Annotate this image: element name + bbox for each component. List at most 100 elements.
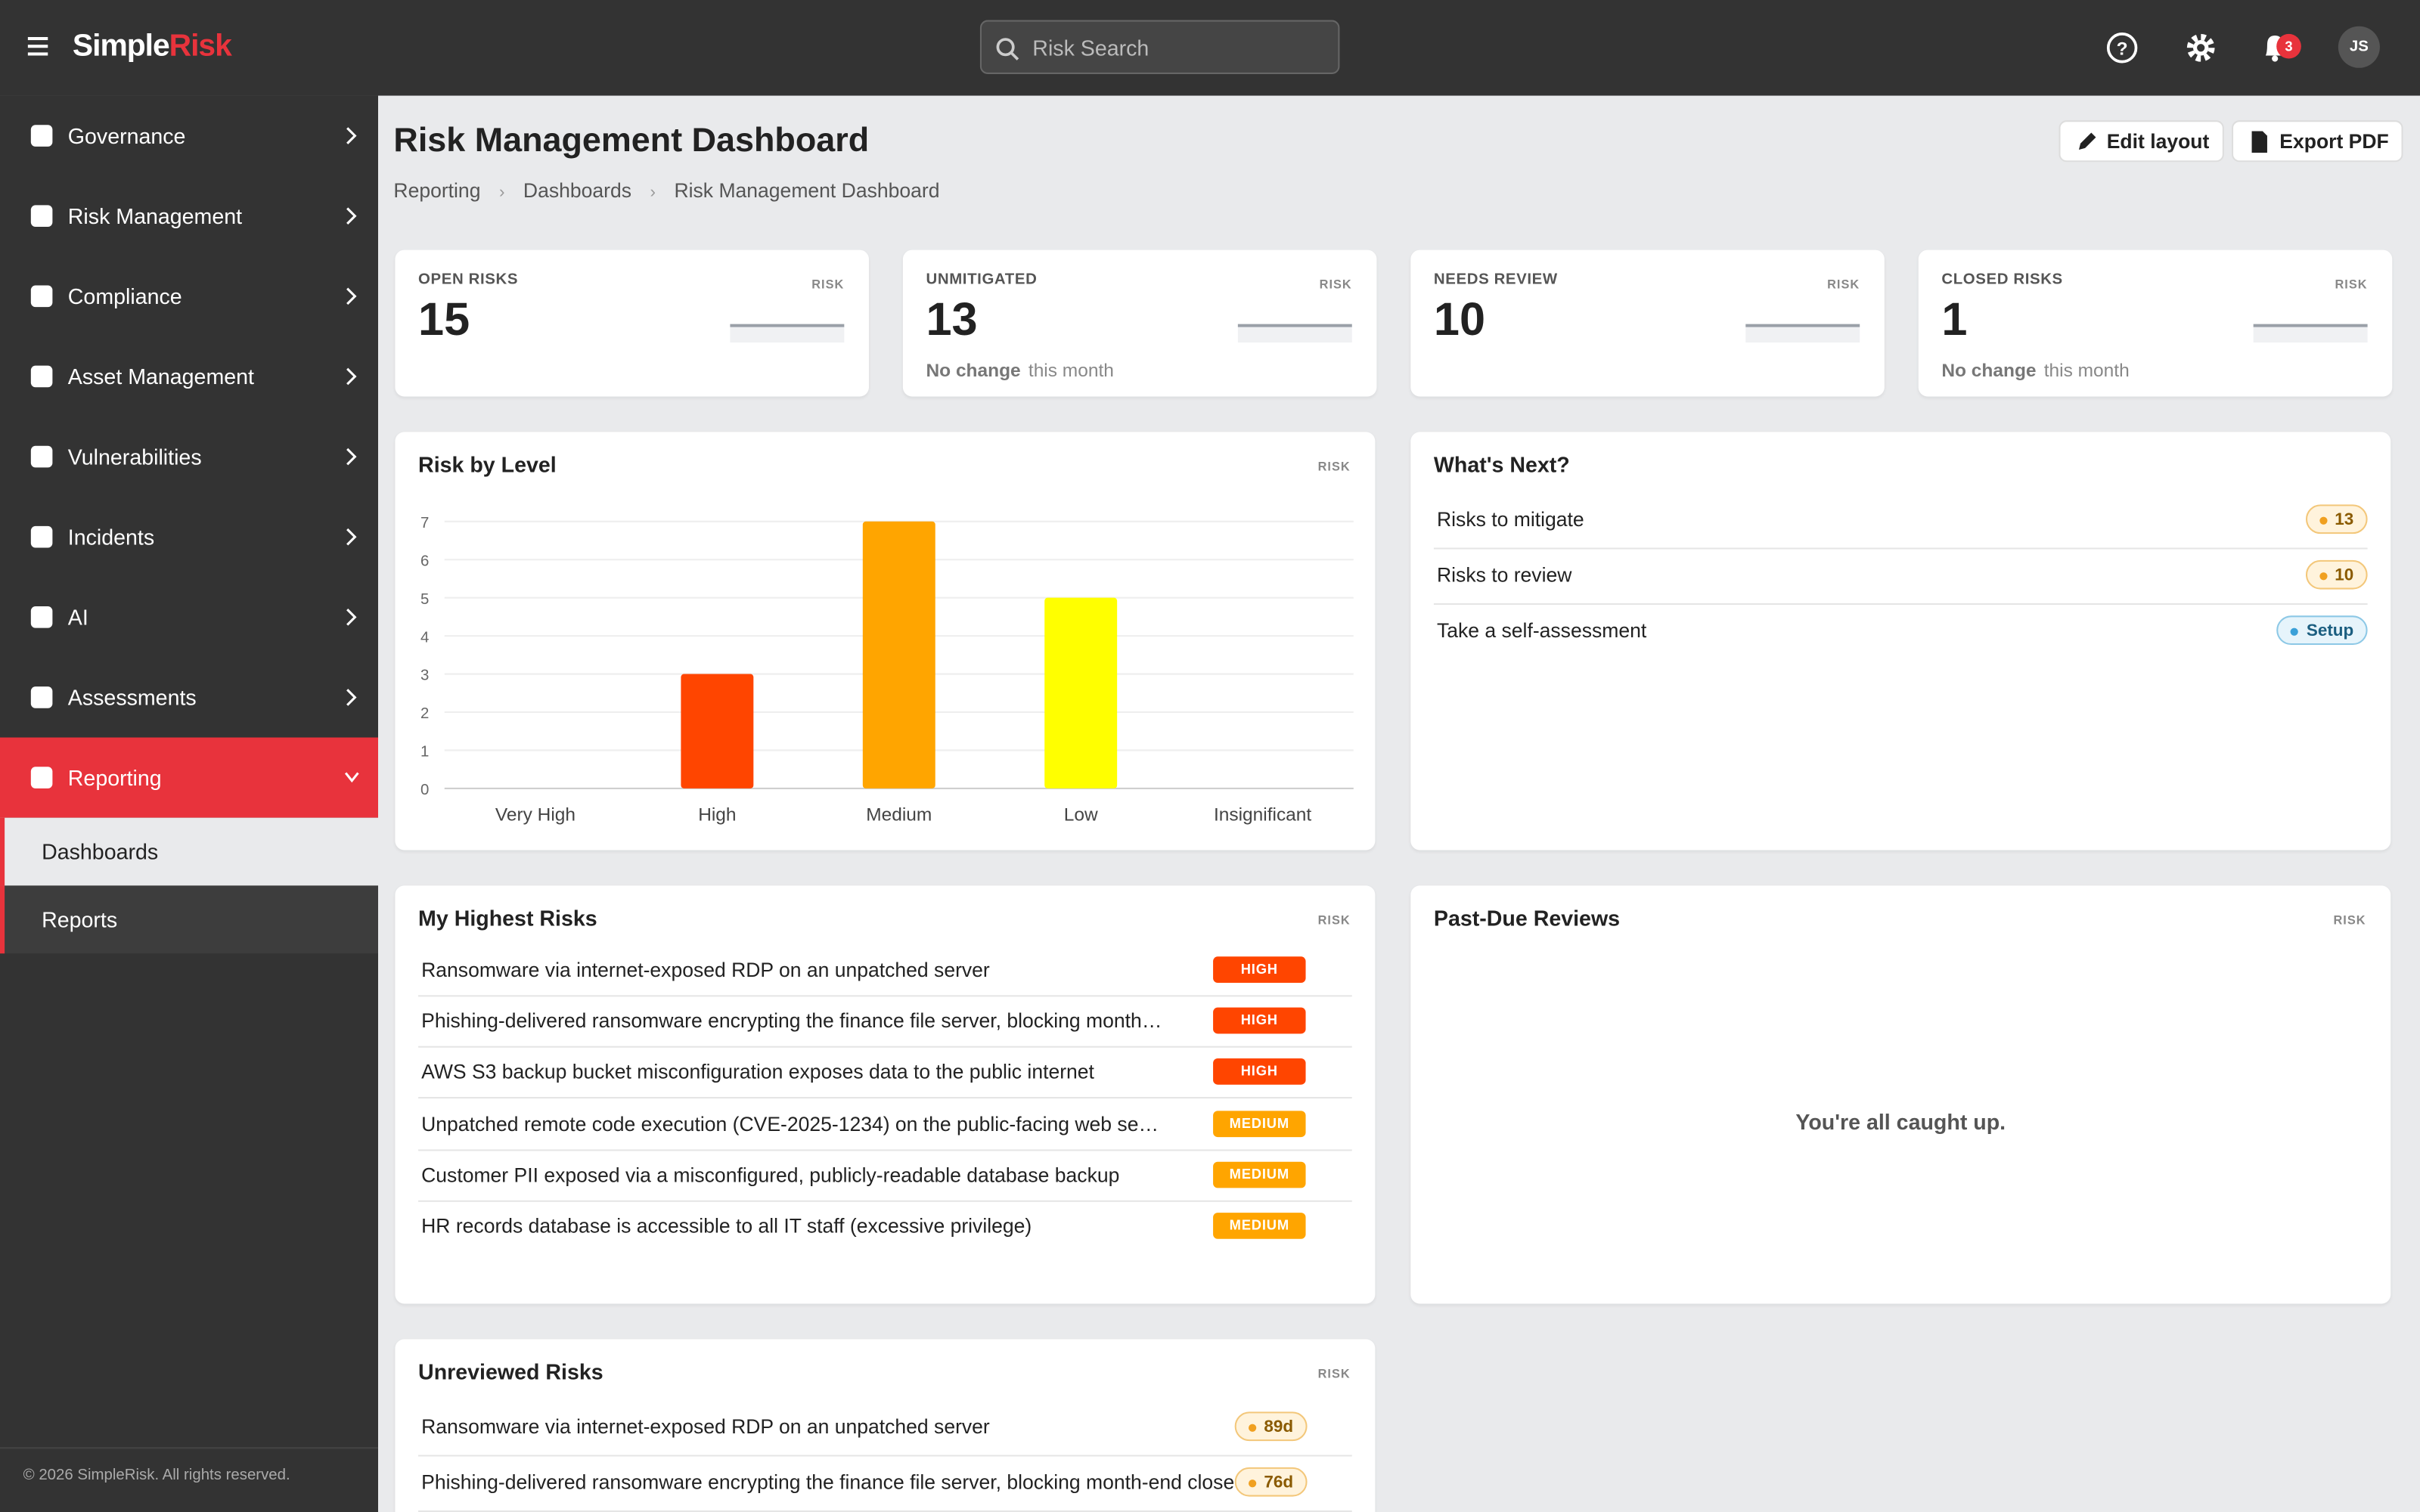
avatar[interactable]: JS [2338, 26, 2380, 68]
nav-label: Reporting [67, 765, 162, 790]
stat-card: CLOSED RISKS RISK 1 No change this month [1918, 249, 2393, 397]
sub-nav-item[interactable]: Reports [0, 885, 378, 954]
sparkline [730, 324, 845, 343]
sparkline-area [1237, 325, 1352, 343]
stat-value: 10 [1433, 294, 1486, 346]
risk-row[interactable]: AWS S3 backup bucket misconfiguration ex… [418, 1046, 1352, 1099]
breadcrumb[interactable]: Reporting [393, 178, 481, 203]
help-icon[interactable]: ? [2105, 31, 2139, 65]
x-tick-label: High [698, 805, 736, 826]
nav-label: Asset Management [67, 364, 254, 389]
chevron [346, 367, 357, 386]
next-label: Risks to mitigate [1436, 507, 1584, 531]
risk-row[interactable]: Ransomware via internet-exposed RDP on a… [418, 944, 1352, 997]
stat-value: 13 [926, 294, 978, 346]
risk-level: HIGH [1213, 1058, 1306, 1086]
nav-item[interactable]: Governance [0, 96, 378, 176]
icon-shape [30, 285, 53, 308]
card-tag: RISK [1317, 913, 1351, 928]
chevron-shape [346, 127, 357, 144]
risk-row[interactable]: Phishing-delivered ransomware encrypting… [418, 1455, 1352, 1512]
card-tag: RISK [2333, 913, 2366, 928]
empty-message: You're all caught up. [1795, 1109, 2006, 1134]
chevron [346, 287, 357, 305]
bar [681, 674, 754, 789]
chevron-shape [346, 367, 357, 386]
search-box[interactable]: Risk Search [979, 20, 1340, 74]
unreviewed-card: Unreviewed Risks RISK Ransomware via int… [395, 1339, 1376, 1512]
past-due-card: Past-Due Reviews RISK You're all caught … [1410, 885, 2391, 1304]
search-icon [996, 38, 1019, 60]
risk-name: Phishing-delivered ransomware encrypting… [421, 1009, 1162, 1033]
card-tag: RISK [1317, 460, 1351, 474]
nav-label: Incidents [67, 524, 155, 550]
nav-icon [30, 445, 53, 468]
risk-row[interactable]: Ransomware via internet-exposed RDP on a… [418, 1399, 1352, 1457]
nav-item[interactable]: Asset Management [0, 336, 378, 417]
nav-item[interactable]: Assessments [0, 657, 378, 737]
next-row[interactable]: Take a self-assessment Setup [1434, 603, 2368, 658]
y-tick-label: 7 [420, 515, 429, 531]
chevron [346, 528, 357, 546]
nav-item[interactable]: Vulnerabilities [0, 417, 378, 497]
breadcrumb: Risk Management Dashboard [674, 178, 940, 203]
nav-item[interactable]: Reporting [0, 737, 378, 818]
icon-shape [30, 525, 53, 548]
y-tick-label: 0 [420, 782, 429, 798]
risk-name: Customer PII exposed via a misconfigured… [421, 1163, 1120, 1186]
edit-layout-button[interactable]: Edit layout [2059, 120, 2224, 163]
nav-item[interactable]: AI [0, 577, 378, 657]
risk-row[interactable]: Phishing-delivered ransomware encrypting… [418, 996, 1352, 1049]
settings-icon[interactable] [2184, 31, 2218, 65]
nav-icon [30, 205, 53, 227]
nav-icon [30, 125, 53, 147]
nav-item[interactable]: Risk Management [0, 176, 378, 256]
risk-row[interactable]: Customer PII exposed via a misconfigured… [418, 1149, 1352, 1202]
nav-item[interactable]: Incidents [0, 497, 378, 577]
chart: 0 1 2 3 4 5 6 7 Very High High Medium Low Insignific… [420, 515, 1354, 826]
chevron-shape [346, 689, 357, 706]
risk-name: Phishing-delivered ransomware encrypting… [421, 1470, 1235, 1494]
risk-name: HR records database is accessible to all… [421, 1214, 1032, 1238]
stat-value: 15 [418, 294, 470, 346]
breadcrumb[interactable]: Dashboards [523, 178, 632, 203]
icon-shape [30, 205, 53, 227]
risk-level: HIGH [1213, 1008, 1306, 1034]
next-row[interactable]: Risks to mitigate 13 [1433, 492, 2368, 550]
bar [862, 521, 935, 789]
risk-age: 76d [1234, 1467, 1308, 1497]
sub-nav-item[interactable]: Dashboards [0, 817, 378, 886]
nav-item[interactable]: Compliance [0, 256, 378, 336]
change-period: this month [2043, 359, 2130, 382]
stat-value: 1 [1941, 294, 1968, 346]
menu-icon[interactable] [27, 36, 50, 57]
risk-name: AWS S3 backup bucket misconfiguration ex… [421, 1060, 1094, 1084]
logo-text: Simple [72, 29, 170, 64]
export-pdf-button[interactable]: Export PDF [2232, 120, 2403, 163]
stat-tag: RISK [811, 277, 845, 292]
risk-row[interactable]: Unpatched remote code execution (CVE-202… [418, 1098, 1352, 1151]
risk-level: HIGH [1213, 956, 1306, 983]
stat-label: NEEDS REVIEW [1433, 271, 1558, 289]
y-tick-label: 5 [420, 591, 429, 608]
logo[interactable]: SimpleRisk [72, 29, 232, 65]
risk-row[interactable]: HR records database is accessible to all… [418, 1201, 1352, 1251]
card-title: What's Next? [1433, 451, 1570, 477]
risk-age: 89d [1234, 1411, 1308, 1442]
sidebar: © 2026 SimpleRisk. All rights reserved. … [0, 95, 378, 1512]
stat-label: UNMITIGATED [926, 271, 1038, 289]
pencil-icon [2078, 132, 2096, 150]
change-text: No change [1941, 359, 2037, 382]
copyright: © 2026 SimpleRisk. All rights reserved. [23, 1467, 290, 1485]
sidebar-divider [0, 1447, 378, 1449]
chevron-shape [346, 448, 357, 466]
bar [1044, 597, 1118, 789]
sparkline-area [1745, 325, 1860, 343]
stat-tag: RISK [2335, 277, 2368, 292]
chevron-shape [346, 287, 357, 305]
next-row[interactable]: Risks to review 10 [1433, 547, 2368, 605]
chart-card: Risk by Level RISK 0 1 2 3 4 5 6 7 Very High High… [395, 432, 1376, 850]
icon-shape [30, 365, 53, 388]
